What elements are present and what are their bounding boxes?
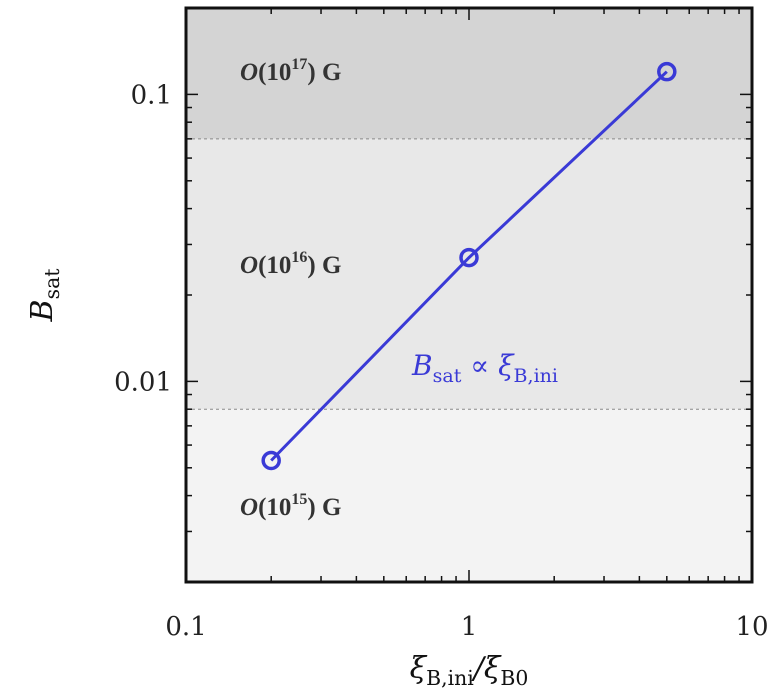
x-tick-label: 10 [735, 612, 768, 642]
data-point [261, 450, 281, 471]
x-axis-label: ξB,ini​/ξB0​ [410, 651, 529, 690]
band-label: O(1016) G [240, 249, 341, 279]
x-tick-label: 0.1 [165, 612, 206, 642]
axis-ticks [185, 7, 752, 583]
band-regions [186, 8, 752, 582]
y-tick-label: 0.01 [114, 367, 172, 397]
data-point [459, 247, 479, 268]
x-tick-label: 1 [461, 612, 478, 642]
band-region [186, 138, 752, 410]
proportionality-annotation: Bsat​ ∝ ξB,ini​ [411, 349, 558, 387]
band-label: O(1015) G [240, 491, 341, 521]
y-axis-label: Bsat​ [25, 268, 64, 323]
y-tick-label: 0.1 [131, 80, 172, 110]
data-point [657, 61, 677, 82]
band-region [186, 409, 752, 582]
series-layer [261, 61, 677, 471]
band-label: O(1017) G [240, 56, 341, 86]
band-dividers [186, 138, 752, 410]
tick-labels: 0.1 1 10 0.01 0.1 [114, 80, 768, 642]
band-labels: O(1017) G O(1016) G O(1015) G [240, 56, 341, 521]
series-line [270, 70, 668, 462]
